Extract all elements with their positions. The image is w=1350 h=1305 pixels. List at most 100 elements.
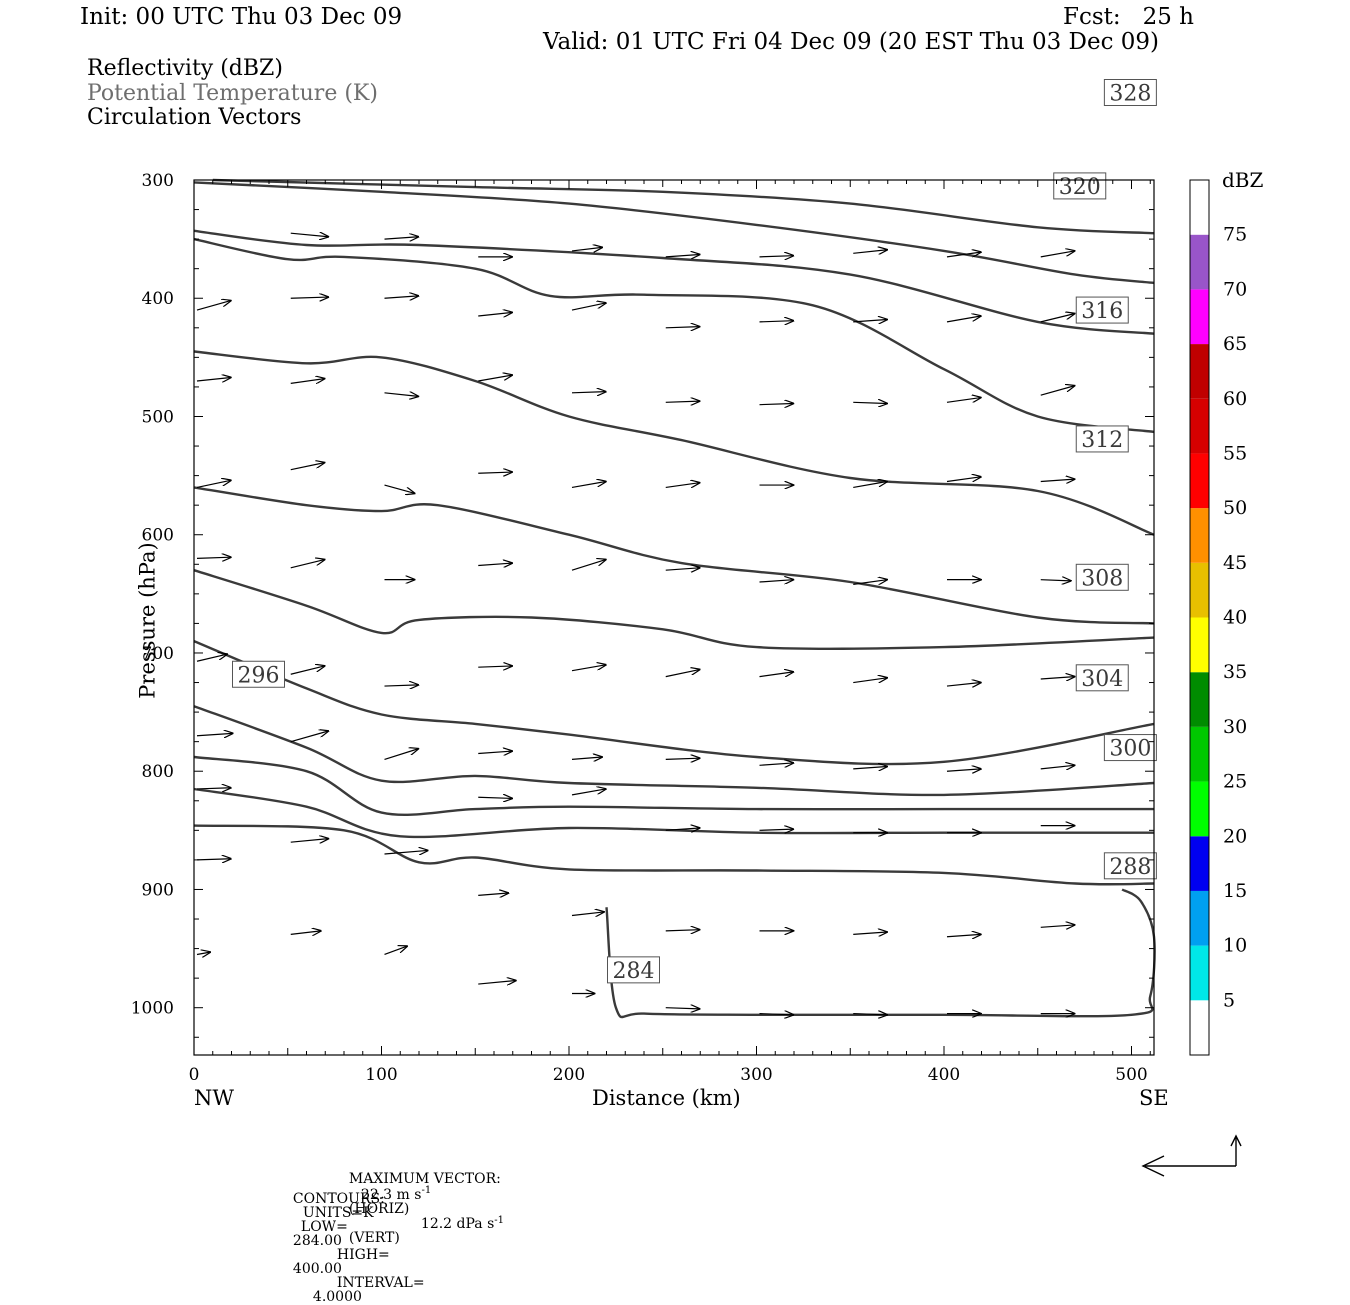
colorbar-bin — [1190, 890, 1209, 946]
x-axis-title: Distance (km) — [592, 1086, 741, 1110]
y-tick-label: 600 — [142, 526, 174, 546]
circulation-vector — [1040, 677, 1075, 679]
contour-label-300: 300 — [1103, 734, 1157, 762]
y-tick-label: 400 — [142, 289, 174, 309]
max-vector-label: MAXIMUM VECTOR: — [348, 1171, 501, 1187]
contour-label-box — [1053, 172, 1107, 200]
colorbar-label: 20 — [1223, 825, 1247, 847]
contour-label-text: 300 — [1109, 737, 1151, 762]
contour-label-text: 308 — [1081, 566, 1123, 591]
circulation-vector — [759, 763, 794, 765]
circulation-vector — [571, 303, 606, 311]
colorbar-bin — [1190, 726, 1209, 782]
contours-high: 400.00 — [292, 1261, 342, 1277]
circulation-vector — [290, 731, 329, 743]
theta-contour-312 — [193, 486, 1155, 625]
theta-contours — [193, 178, 1156, 1019]
contour-label-text: 304 — [1081, 667, 1123, 692]
contour-label-text: 312 — [1081, 428, 1123, 453]
circulation-vector — [853, 766, 887, 768]
axis-ticks — [193, 179, 1154, 1055]
x-tick-label: 300 — [740, 1065, 772, 1085]
circulation-vector — [384, 237, 419, 239]
circulation-vector — [196, 952, 210, 954]
circulation-vector — [1040, 386, 1075, 396]
circulation-vector — [571, 560, 606, 571]
circulation-vector — [665, 568, 700, 570]
circulation-vector — [290, 297, 329, 298]
contour-label-box — [1103, 734, 1157, 762]
colorbar-bin — [1190, 289, 1209, 345]
colorbar-label: 25 — [1223, 771, 1247, 793]
theta-contour-308 — [193, 569, 1155, 650]
circulation-vector — [478, 666, 512, 667]
theta-contour-328 — [193, 181, 1155, 285]
colorbar-label: 5 — [1223, 989, 1235, 1011]
contour-label-320: 320 — [1053, 172, 1107, 200]
theta-contour-332 — [212, 178, 1155, 235]
y-tick-label: 1000 — [131, 999, 174, 1019]
colorbar-label: 35 — [1223, 661, 1247, 683]
contours-high-label: HIGH= — [336, 1247, 390, 1263]
circulation-vector — [478, 375, 512, 382]
circulation-vector — [571, 247, 602, 251]
circulation-vector — [384, 484, 415, 493]
contour-label-box — [1075, 664, 1129, 692]
circulation-vector — [665, 758, 700, 759]
contour-label-text: 320 — [1059, 175, 1101, 200]
theta-contour-296 — [193, 755, 1154, 816]
contours-interval: 4.0000 — [312, 1289, 362, 1305]
colorbar-frame — [1189, 179, 1210, 1056]
circulation-vector — [478, 893, 508, 895]
circulation-vector — [384, 946, 408, 956]
circulation-vector — [478, 797, 512, 798]
circulation-vector — [478, 563, 512, 565]
circulation-vector — [946, 398, 981, 403]
colorbar-bin — [1190, 344, 1209, 399]
contour-label-text: 296 — [238, 663, 280, 688]
contour-label-box — [1075, 425, 1129, 453]
circulation-vector — [1040, 251, 1075, 258]
circulation-vector — [290, 463, 325, 471]
circulation-vector — [384, 685, 419, 686]
circulation-vector — [571, 482, 606, 489]
circulation-vector — [853, 580, 887, 585]
colorbar-label: 50 — [1223, 497, 1247, 519]
circulation-vector — [665, 670, 700, 678]
circulation-vector — [478, 981, 516, 985]
circulation-vector — [759, 256, 794, 257]
colorbar-label: 30 — [1223, 716, 1247, 738]
theta-contour-316 — [193, 350, 1155, 536]
max-vector-horiz-exp: -1 — [421, 1185, 432, 1196]
colorbar-label: 60 — [1223, 388, 1247, 410]
x-tick-label: 100 — [365, 1065, 397, 1085]
circulation-vector — [384, 850, 428, 854]
circulation-vector — [196, 557, 231, 558]
circulation-vector — [665, 1008, 700, 1009]
circulation-vector — [853, 402, 887, 403]
circulation-vector — [571, 757, 602, 759]
colorbar-label: 65 — [1223, 333, 1247, 355]
colorbar-bin — [1190, 234, 1209, 290]
circulation-vector — [853, 320, 887, 322]
colorbar-bin — [1190, 508, 1209, 563]
circulation-vector — [853, 932, 887, 934]
circulation-vector — [196, 654, 227, 662]
circulation-vector — [384, 749, 419, 760]
contour-label-text: 284 — [613, 959, 655, 984]
colorbar-bin — [1190, 398, 1209, 454]
colorbar-label: 45 — [1223, 552, 1247, 574]
y-tick-label: 700 — [142, 644, 174, 664]
theta-contour-324 — [193, 229, 1155, 335]
circulation-vector — [478, 312, 512, 316]
colorbar-bin — [1190, 781, 1209, 837]
circulation-vector — [665, 254, 700, 256]
contour-label-text: 316 — [1081, 299, 1123, 324]
contour-label-box — [1103, 852, 1157, 880]
circulation-vector — [946, 683, 981, 687]
circulation-vector — [759, 403, 794, 404]
y-tick-label: 300 — [142, 171, 174, 191]
colorbar-bin — [1190, 672, 1209, 727]
circulation-vector — [946, 769, 981, 771]
y-tick-label: 800 — [142, 762, 174, 782]
